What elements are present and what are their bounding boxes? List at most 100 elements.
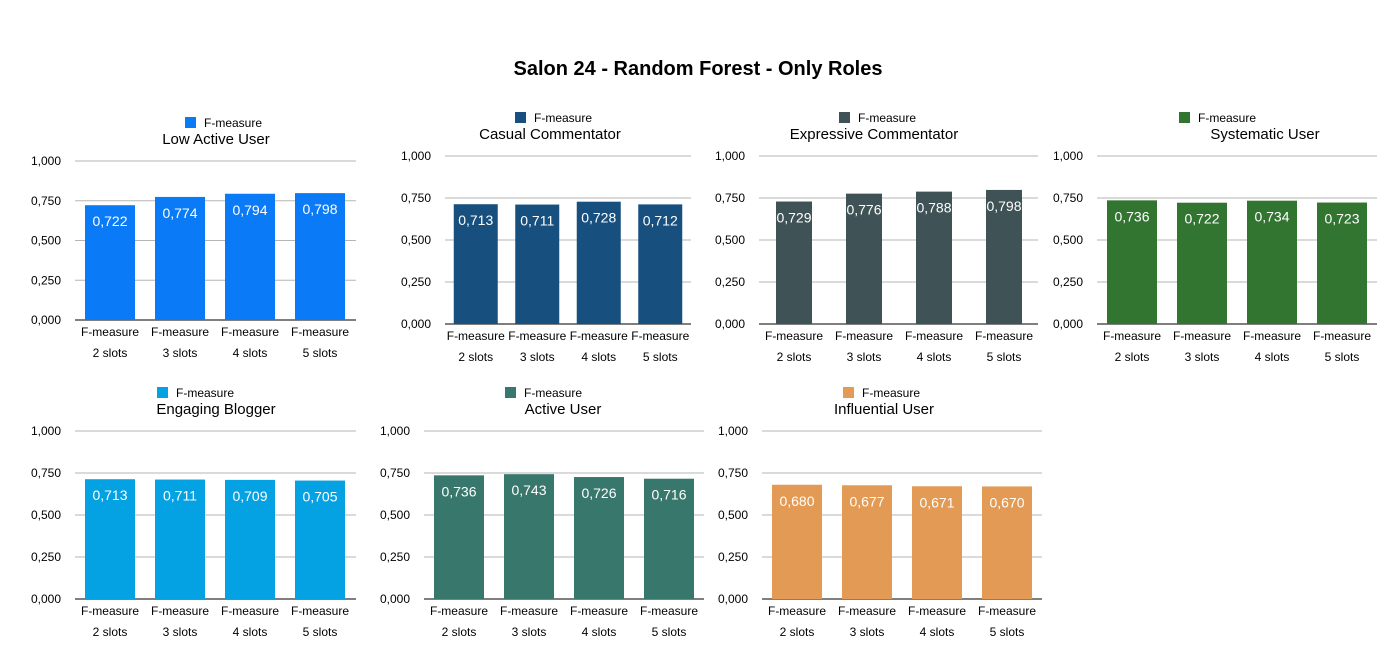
x-tick-label: F-measure: [447, 329, 505, 343]
chart-title: Engaging Blogger: [156, 401, 275, 418]
y-tick-label: 0,750: [1053, 191, 1083, 205]
data-label: 0,728: [581, 210, 616, 226]
x-tick-label: F-measure: [291, 604, 349, 618]
x-tick-label: F-measure: [640, 604, 698, 618]
x-tick-label: F-measure: [500, 604, 558, 618]
y-tick-label: 1,000: [715, 149, 745, 163]
bar: [515, 204, 560, 324]
data-label: 0,798: [302, 201, 337, 217]
x-tick-label: F-measure: [908, 604, 966, 618]
bar: [772, 484, 822, 599]
y-tick-label: 1,000: [401, 149, 431, 163]
x-tick-label: F-measure: [838, 604, 896, 618]
data-label: 0,736: [441, 483, 476, 499]
legend-swatch: [505, 387, 516, 398]
x-tick-label: F-measure: [430, 604, 488, 618]
x-tick-label: 4 slots: [1255, 350, 1290, 364]
data-label: 0,722: [92, 213, 127, 229]
y-tick-label: 0,000: [715, 317, 745, 331]
legend-swatch: [839, 112, 850, 123]
y-tick-label: 0,500: [31, 508, 61, 522]
bar: [504, 474, 554, 599]
y-tick-label: 0,500: [380, 508, 410, 522]
legend-label: F-measure: [534, 111, 592, 125]
x-tick-label: 2 slots: [1115, 350, 1150, 364]
bar: [912, 486, 962, 599]
x-tick-label: F-measure: [151, 604, 209, 618]
x-tick-label: 5 slots: [987, 350, 1022, 364]
data-label: 0,711: [520, 213, 554, 229]
x-tick-label: 5 slots: [990, 625, 1025, 639]
x-tick-label: F-measure: [975, 329, 1033, 343]
bar: [1107, 200, 1157, 324]
page-title: Salon 24 - Random Forest - Only Roles: [513, 58, 883, 80]
y-tick-label: 0,000: [718, 592, 748, 606]
bar: [576, 201, 621, 324]
x-tick-label: 3 slots: [163, 346, 198, 360]
bar: [574, 477, 624, 599]
data-label: 0,734: [1254, 209, 1289, 225]
x-tick-label: F-measure: [151, 325, 209, 339]
x-tick-label: 5 slots: [303, 625, 338, 639]
y-tick-label: 0,750: [31, 466, 61, 480]
data-label: 0,670: [989, 494, 1024, 510]
y-tick-label: 0,500: [31, 234, 61, 248]
y-tick-label: 0,750: [718, 466, 748, 480]
data-label: 0,671: [919, 494, 954, 510]
data-label: 0,722: [1184, 211, 1219, 227]
data-label: 0,794: [232, 202, 267, 218]
chart-title: Casual Commentator: [479, 126, 621, 143]
x-tick-label: F-measure: [1103, 329, 1161, 343]
x-tick-label: 2 slots: [458, 350, 493, 364]
y-tick-label: 0,250: [715, 275, 745, 289]
x-tick-label: 5 slots: [652, 625, 687, 639]
x-tick-label: F-measure: [291, 325, 349, 339]
chart-title: Influential User: [834, 401, 934, 418]
bar: [986, 189, 1022, 324]
legend-label: F-measure: [524, 386, 582, 400]
data-label: 0,680: [779, 493, 814, 509]
x-tick-label: F-measure: [221, 325, 279, 339]
y-tick-label: 0,000: [31, 313, 61, 327]
data-label: 0,712: [643, 212, 678, 228]
x-tick-label: F-measure: [508, 329, 566, 343]
x-tick-label: F-measure: [81, 604, 139, 618]
x-tick-label: F-measure: [631, 329, 689, 343]
y-tick-label: 0,000: [380, 592, 410, 606]
x-tick-label: F-measure: [1173, 329, 1231, 343]
legend-swatch: [1179, 112, 1190, 123]
data-label: 0,723: [1324, 211, 1359, 227]
bar: [225, 479, 275, 599]
y-tick-label: 0,250: [401, 275, 431, 289]
x-tick-label: 3 slots: [1185, 350, 1220, 364]
bar: [982, 486, 1032, 599]
x-tick-label: F-measure: [570, 604, 628, 618]
data-label: 0,711: [163, 488, 197, 504]
bar: [638, 204, 683, 324]
bar: [1317, 202, 1367, 324]
x-tick-label: 3 slots: [847, 350, 882, 364]
bar: [842, 485, 892, 599]
legend-swatch: [515, 112, 526, 123]
y-tick-label: 1,000: [1053, 149, 1083, 163]
x-tick-label: F-measure: [978, 604, 1036, 618]
data-label: 0,774: [162, 205, 197, 221]
legend-label: F-measure: [862, 386, 920, 400]
x-tick-label: 5 slots: [1325, 350, 1360, 364]
y-tick-label: 0,250: [1053, 275, 1083, 289]
y-tick-label: 0,750: [715, 191, 745, 205]
y-tick-label: 0,250: [31, 550, 61, 564]
y-tick-label: 0,500: [401, 233, 431, 247]
x-tick-label: 5 slots: [643, 350, 678, 364]
bar: [295, 193, 345, 320]
bar: [644, 478, 694, 599]
legend-label: F-measure: [858, 111, 916, 125]
x-tick-label: F-measure: [81, 325, 139, 339]
bar: [434, 475, 484, 599]
legend-swatch: [185, 117, 196, 128]
data-label: 0,729: [776, 210, 811, 226]
legend-label: F-measure: [204, 116, 262, 130]
data-label: 0,736: [1114, 208, 1149, 224]
y-tick-label: 0,750: [380, 466, 410, 480]
data-label: 0,705: [302, 489, 337, 505]
